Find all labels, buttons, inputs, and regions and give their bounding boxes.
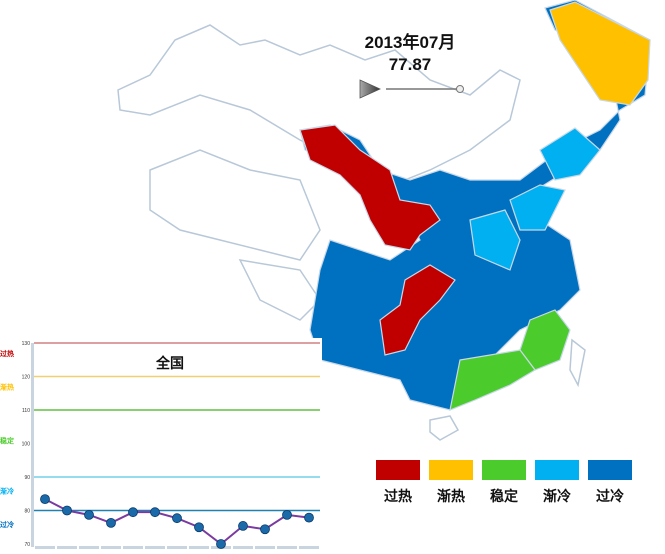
data-point: [106, 517, 116, 528]
data-point: [40, 494, 50, 505]
legend-item-warming: 渐热: [429, 460, 473, 506]
legend-label: 渐冷: [543, 488, 571, 504]
x-tick-segment: [79, 546, 99, 549]
data-point: [216, 539, 226, 549]
band-label: 渐热: [0, 383, 14, 392]
x-tick-segment: [57, 546, 77, 549]
period-label: 2013年07月: [364, 33, 456, 52]
data-point: [150, 507, 160, 518]
play-icon[interactable]: [359, 79, 381, 99]
legend-swatch: [535, 460, 579, 480]
province-cooling: [469, 209, 521, 271]
band-label: 过热: [0, 349, 14, 358]
legend-swatch: [376, 460, 420, 480]
index-value: 77.87: [388, 55, 432, 74]
data-point: [238, 521, 248, 531]
data-point: [194, 522, 204, 533]
x-tick-segment: [35, 546, 55, 549]
slider-handle[interactable]: [456, 85, 464, 93]
data-point: [128, 507, 138, 518]
y-tick-label: 90: [24, 475, 30, 481]
data-point: [84, 509, 94, 520]
y-tick-label: 80: [24, 509, 30, 515]
province-overheat: [299, 124, 441, 251]
x-tick-segment: [123, 546, 143, 549]
data-point: [304, 512, 314, 523]
province-cooling: [509, 184, 566, 231]
legend: 过热 渐热 稳定 渐冷 过冷: [376, 460, 632, 506]
period-display: 2013年07月 77.87: [350, 32, 470, 76]
legend-item-stable: 稳定: [482, 460, 526, 506]
x-tick-segment: [189, 546, 209, 549]
y-tick-label: 100: [22, 442, 31, 448]
band-label: 稳定: [0, 436, 14, 445]
y-tick-label: 120: [22, 375, 31, 381]
province-stable: [449, 349, 536, 411]
x-tick-segment: [145, 546, 165, 549]
data-point: [62, 505, 72, 516]
legend-item-cooling: 渐冷: [535, 460, 579, 506]
legend-swatch: [588, 460, 632, 480]
legend-label: 过冷: [596, 488, 624, 504]
legend-swatch: [482, 460, 526, 480]
timeline-slider[interactable]: [358, 78, 468, 100]
legend-item-overcold: 过冷: [588, 460, 632, 506]
data-point: [282, 509, 292, 520]
x-tick-segment: [255, 546, 275, 549]
band-label: 渐冷: [0, 486, 14, 495]
provinces: [299, 0, 651, 411]
data-point: [172, 513, 182, 524]
province-cooling: [539, 127, 601, 181]
x-tick-segment: [233, 546, 253, 549]
province-overheat: [379, 264, 456, 356]
neighbor-countries: [117, 24, 586, 441]
y-axis: [31, 343, 34, 547]
y-tick-label: 110: [22, 408, 30, 414]
x-tick-segment: [101, 546, 121, 549]
legend-label: 过热: [384, 488, 412, 504]
x-tick-segment: [277, 546, 297, 549]
province-warming: [549, 1, 651, 106]
y-tick-label: 70: [24, 542, 30, 548]
legend-label: 稳定: [490, 488, 518, 504]
x-tick-segment: [167, 546, 187, 549]
legend-swatch: [429, 460, 473, 480]
legend-item-overheat: 过热: [376, 460, 420, 506]
legend-label: 渐热: [437, 488, 465, 504]
chart-title: 全国: [155, 355, 184, 371]
x-tick-segment: [299, 546, 319, 549]
band-label: 过冷: [0, 520, 14, 529]
y-tick-label: 130: [22, 341, 31, 347]
data-point: [260, 524, 270, 535]
